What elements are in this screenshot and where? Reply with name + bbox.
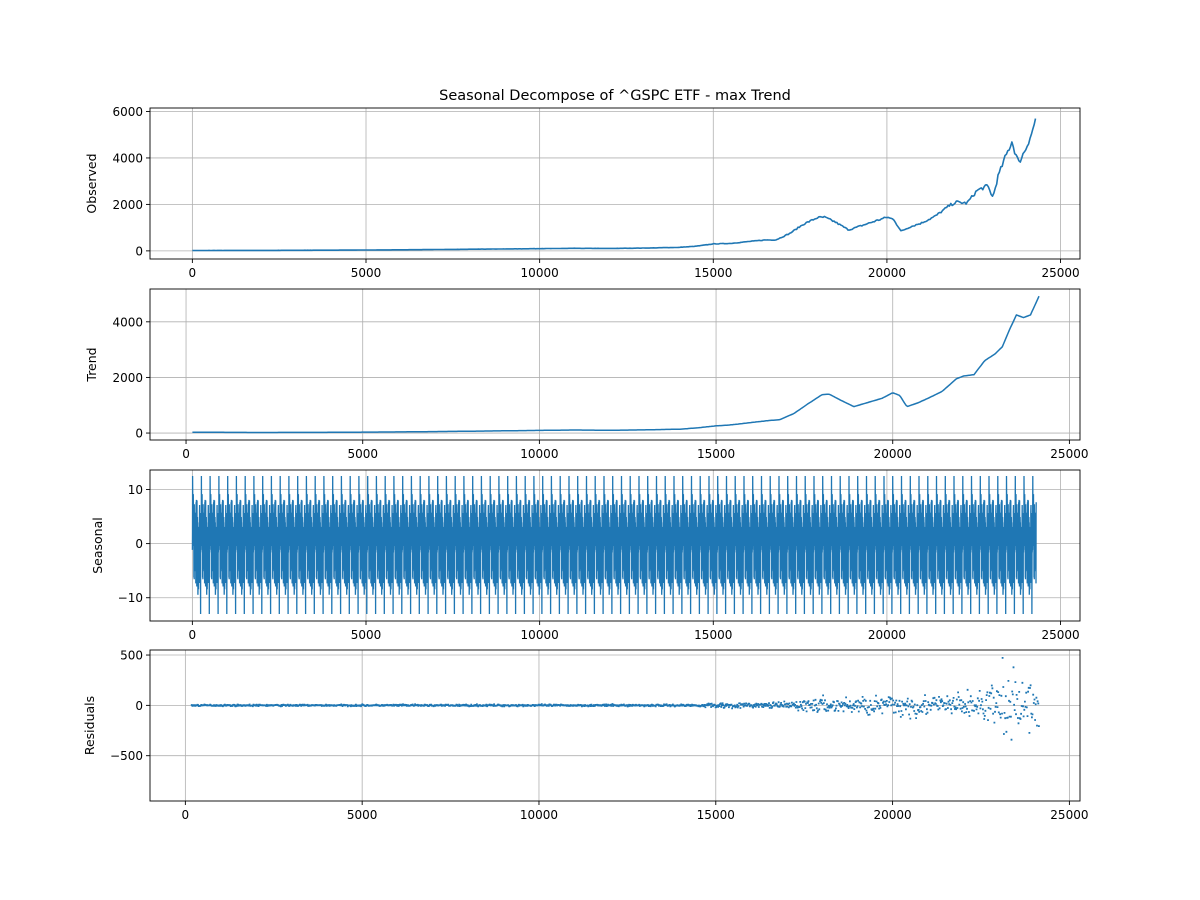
residuals-data [190,657,1040,741]
residuals-x-tick-label: 25000 [1050,808,1088,822]
observed-x-tick-label: 5000 [351,266,382,280]
observed-y-axis-label: Observed [84,153,99,213]
trend-x-tick-label: 15000 [697,447,735,461]
subplots: 0 5000 10000 15000 20000 250000200040006000Ob… [82,105,1088,822]
trend-y-tick-label: 0 [135,427,143,441]
observed-y-tick-label: 2000 [112,198,143,212]
observed-x-tick-label: 15000 [694,266,732,280]
observed-series-line [192,118,1037,252]
observed-y-tick-label: 4000 [112,151,143,165]
residuals-x-tick-label: 15000 [697,808,735,822]
trend-data [192,295,1040,434]
observed-x-tick-label: 20000 [868,266,906,280]
observed-panel: 0 5000 10000 15000 20000 25000 0 2000 4000 6000 Ob… [84,105,1081,280]
trend-x-tick-label: 25000 [1050,447,1088,461]
seasonal-y-axis-label: Seasonal [90,517,105,574]
seasonal-series-line [191,475,1037,615]
residuals-x-tick-label: 20000 [873,808,911,822]
seasonal-x-tick-label: 20000 [868,628,906,642]
observed-y-tick-label: 0 [135,244,143,258]
residuals-x-tick-label: 0 [182,808,190,822]
residuals-x-tick-label: 5000 [347,808,378,822]
trend-y-axis-label: Trend [84,347,99,382]
residuals-axes-frame [149,649,1081,802]
trend-x-tick-label: 5000 [347,447,378,461]
observed-axes-frame [149,107,1081,260]
observed-y-tick-label: 6000 [112,105,143,119]
seasonal-panel: 0 5000 10000 15000 20000 25000 −10 0 10 Seasonal [90,469,1081,642]
seasonal-x-tick-label: 0 [189,628,197,642]
residuals-y-tick-label: 0 [135,699,143,713]
residuals-panel: 0 5000 10000 15000 20000 25000 −500 0 500 Residua… [82,649,1088,822]
trend-y-tick-label: 4000 [112,315,143,329]
seasonal-x-tick-label: 25000 [1041,628,1079,642]
seasonal-y-tick-label: −10 [118,591,143,605]
trend-y-tick-label: 2000 [112,371,143,385]
trend-axes-frame [149,288,1081,441]
observed-data [192,118,1037,252]
residuals-y-axis-label: Residuals [82,696,97,755]
observed-x-tick-label: 10000 [521,266,559,280]
residuals-y-tick-label: −500 [110,749,143,763]
residuals-scatter-points [190,657,1040,741]
seasonal-data [191,475,1037,615]
seasonal-x-tick-label: 15000 [694,628,732,642]
trend-x-tick-label: 10000 [520,447,558,461]
seasonal-y-tick-label: 10 [128,483,143,497]
trend-panel: 0 5000 10000 15000 20000 25000 0 2000 4000 Trend [84,288,1088,461]
seasonal-axes-frame [149,469,1081,622]
seasonal-x-tick-label: 10000 [521,628,559,642]
figure-title: Seasonal Decompose of ^GSPC ETF - max Tr… [439,88,791,104]
trend-x-tick-label: 0 [182,447,190,461]
seasonal-x-tick-label: 5000 [351,628,382,642]
residuals-y-tick-label: 500 [120,649,143,663]
trend-x-tick-label: 20000 [874,447,912,461]
observed-x-tick-label: 25000 [1041,266,1079,280]
observed-x-tick-label: 0 [189,266,197,280]
seasonal-y-tick-label: 0 [135,537,143,551]
trend-series-line [192,295,1040,434]
residuals-x-tick-label: 10000 [520,808,558,822]
